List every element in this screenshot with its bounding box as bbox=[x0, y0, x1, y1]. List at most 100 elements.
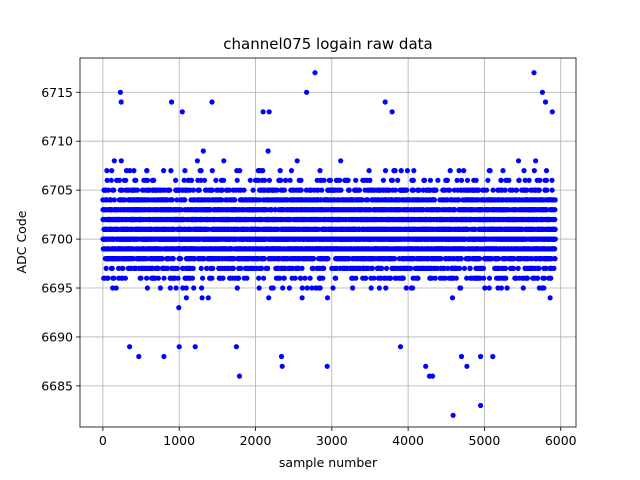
data-point bbox=[353, 177, 359, 183]
data-point bbox=[410, 285, 416, 291]
data-point bbox=[259, 265, 265, 271]
data-point bbox=[262, 177, 268, 183]
data-point bbox=[392, 168, 398, 174]
data-point bbox=[278, 177, 284, 183]
data-point bbox=[168, 168, 174, 174]
data-point bbox=[241, 187, 247, 193]
data-point bbox=[111, 158, 117, 164]
data-point bbox=[209, 275, 215, 281]
data-point bbox=[338, 187, 344, 193]
data-point bbox=[144, 168, 150, 174]
data-point bbox=[408, 265, 414, 271]
data-point bbox=[265, 148, 271, 154]
data-point bbox=[209, 168, 215, 174]
data-point bbox=[433, 187, 439, 193]
data-point bbox=[167, 285, 173, 291]
data-point bbox=[108, 197, 114, 203]
data-point bbox=[456, 168, 462, 174]
data-point bbox=[281, 275, 287, 281]
data-point bbox=[234, 285, 240, 291]
data-point bbox=[382, 168, 389, 174]
data-point bbox=[167, 187, 173, 193]
data-point bbox=[330, 285, 336, 291]
data-point bbox=[458, 256, 464, 262]
data-point bbox=[321, 177, 327, 183]
data-point bbox=[461, 265, 467, 271]
data-point bbox=[232, 197, 238, 203]
data-point bbox=[178, 256, 184, 262]
data-point bbox=[138, 275, 144, 281]
data-point bbox=[205, 295, 211, 301]
data-point bbox=[204, 265, 210, 271]
data-point bbox=[458, 285, 464, 291]
data-point bbox=[388, 275, 394, 281]
data-point bbox=[444, 177, 450, 183]
data-point bbox=[286, 285, 292, 291]
data-point bbox=[236, 275, 242, 281]
data-point bbox=[270, 285, 276, 291]
data-point bbox=[116, 265, 122, 271]
data-point bbox=[311, 256, 317, 262]
data-point bbox=[105, 187, 112, 193]
data-point bbox=[292, 275, 298, 281]
data-point bbox=[299, 285, 305, 291]
data-point bbox=[109, 265, 115, 271]
data-point bbox=[411, 168, 417, 174]
data-point bbox=[182, 168, 188, 174]
data-point bbox=[435, 177, 441, 183]
data-point bbox=[376, 285, 382, 291]
data-point bbox=[404, 187, 410, 193]
grid-lines bbox=[80, 58, 576, 427]
data-point bbox=[189, 275, 196, 281]
data-point bbox=[194, 158, 200, 164]
data-point bbox=[111, 187, 117, 193]
data-point bbox=[467, 265, 473, 271]
data-point bbox=[131, 168, 137, 174]
data-point bbox=[404, 168, 410, 174]
data-point bbox=[456, 265, 463, 271]
data-points bbox=[100, 70, 558, 418]
data-point bbox=[363, 275, 369, 281]
data-point bbox=[294, 158, 300, 164]
data-point bbox=[237, 168, 243, 174]
data-point bbox=[120, 265, 126, 271]
data-point bbox=[151, 177, 157, 183]
data-point bbox=[287, 177, 293, 183]
data-point bbox=[288, 168, 295, 174]
data-point bbox=[400, 275, 406, 281]
data-point bbox=[398, 168, 404, 174]
data-point bbox=[161, 275, 167, 281]
data-point bbox=[191, 285, 197, 291]
data-point bbox=[105, 275, 111, 281]
data-point bbox=[266, 295, 272, 301]
data-point bbox=[265, 265, 271, 271]
data-point bbox=[327, 177, 334, 183]
data-point bbox=[392, 187, 398, 193]
data-point bbox=[403, 285, 409, 291]
data-point bbox=[350, 285, 356, 291]
data-point bbox=[201, 177, 208, 183]
data-point bbox=[170, 256, 176, 262]
data-point bbox=[422, 177, 428, 183]
data-point bbox=[244, 275, 250, 281]
data-point bbox=[200, 275, 206, 281]
data-point bbox=[307, 275, 313, 281]
data-point bbox=[473, 177, 479, 183]
data-point bbox=[103, 265, 109, 271]
data-point bbox=[277, 168, 283, 174]
data-point bbox=[383, 285, 389, 291]
data-point bbox=[261, 256, 267, 262]
data-point bbox=[345, 177, 351, 183]
data-point bbox=[256, 285, 262, 291]
data-point bbox=[353, 275, 359, 281]
data-point bbox=[447, 187, 453, 193]
data-point bbox=[392, 256, 398, 262]
data-point bbox=[213, 177, 219, 183]
data-point bbox=[298, 187, 304, 193]
data-point bbox=[299, 295, 305, 301]
data-point bbox=[337, 177, 343, 183]
data-point bbox=[134, 187, 141, 193]
data-point bbox=[219, 187, 225, 193]
data-point bbox=[477, 256, 483, 262]
data-point bbox=[133, 177, 139, 183]
